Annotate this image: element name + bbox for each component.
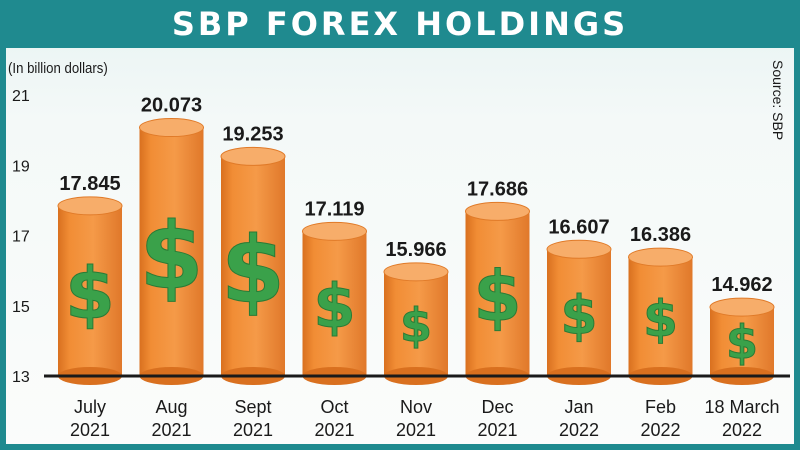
bar-group: $17.845 July 2021 [57, 173, 123, 440]
data-label: 15.966 [385, 239, 446, 261]
bar-top [302, 221, 367, 241]
bar-group: $14.962 18 March 2022 [704, 274, 779, 440]
data-label: 16.386 [630, 224, 691, 246]
x-tick-label-year: 2021 [233, 420, 273, 440]
bar-group: $16.607 Jan 2022 [546, 216, 612, 440]
y-tick-label: 17 [12, 229, 30, 246]
bar [628, 257, 693, 376]
dollar-icon: $ [726, 316, 758, 370]
bar-group: $17.686 Dec 2021 [465, 178, 530, 440]
y-tick-label: 13 [12, 369, 30, 386]
bar-group: $16.386 Feb 2022 [628, 224, 693, 440]
x-tick-label-year: 2021 [477, 420, 517, 440]
dollar-icon: $ [313, 272, 355, 342]
x-tick-label-year: 2022 [640, 420, 680, 440]
x-tick-label-year: 2022 [722, 420, 762, 440]
bar [465, 211, 530, 376]
data-label: 17.119 [304, 198, 364, 220]
bar-top [383, 262, 449, 282]
x-tick-label: Jan [564, 397, 593, 417]
x-tick-label-year: 2022 [559, 420, 599, 440]
bar [710, 307, 774, 376]
bar [547, 249, 611, 376]
bar-group: $19.253 Sept 2021 [220, 123, 286, 440]
title-bar: SBP FOREX HOLDINGS [0, 0, 800, 48]
bar-top [57, 196, 123, 216]
dollar-icon: $ [560, 284, 597, 346]
bar-top [709, 297, 775, 317]
bar-group: $20.073 Aug 2021 [139, 95, 204, 440]
x-tick-label: Oct [320, 397, 348, 417]
bar-top [139, 118, 204, 138]
x-tick-label: Feb [645, 397, 676, 417]
bar-group: $17.119 Oct 2021 [302, 198, 367, 440]
data-label: 20.073 [141, 95, 202, 117]
y-tick-label: 15 [12, 299, 30, 316]
x-tick-label-year: 2021 [70, 420, 110, 440]
bar-top [220, 146, 286, 166]
data-label: 17.686 [467, 178, 528, 200]
dollar-icon: $ [65, 253, 115, 336]
y-tick-label: 19 [12, 158, 30, 175]
x-tick-label-year: 2021 [151, 420, 191, 440]
x-tick-label: Sept [234, 397, 271, 417]
bar-top [628, 247, 693, 267]
chart-title: SBP FOREX HOLDINGS [171, 5, 629, 43]
x-tick-label-year: 2021 [396, 420, 436, 440]
x-tick-label-year: 2021 [314, 420, 354, 440]
data-label: 19.253 [222, 123, 283, 145]
data-label: 17.845 [59, 173, 120, 195]
data-label: 14.962 [711, 274, 772, 296]
dollar-icon: $ [400, 299, 432, 353]
dollar-icon: $ [139, 203, 203, 310]
x-tick-label: Nov [400, 397, 432, 417]
bar [221, 156, 285, 376]
bar-group: $15.966 Nov 2021 [383, 239, 449, 440]
dollar-icon: $ [221, 217, 285, 324]
y-tick-label: 21 [12, 88, 30, 105]
bar [302, 231, 367, 376]
x-tick-label: 18 March [704, 397, 779, 417]
unit-label: (In billion dollars) [8, 60, 108, 77]
dollar-icon: $ [643, 290, 678, 348]
x-tick-label: Dec [481, 397, 513, 417]
bar [139, 127, 204, 376]
bar [384, 271, 448, 376]
bar [58, 205, 122, 376]
dollar-icon: $ [473, 257, 521, 337]
bar-top [465, 201, 530, 221]
x-tick-label: July [74, 397, 106, 417]
data-label: 16.607 [548, 216, 609, 238]
x-tick-label: Aug [155, 397, 187, 417]
bar-top [546, 239, 612, 259]
